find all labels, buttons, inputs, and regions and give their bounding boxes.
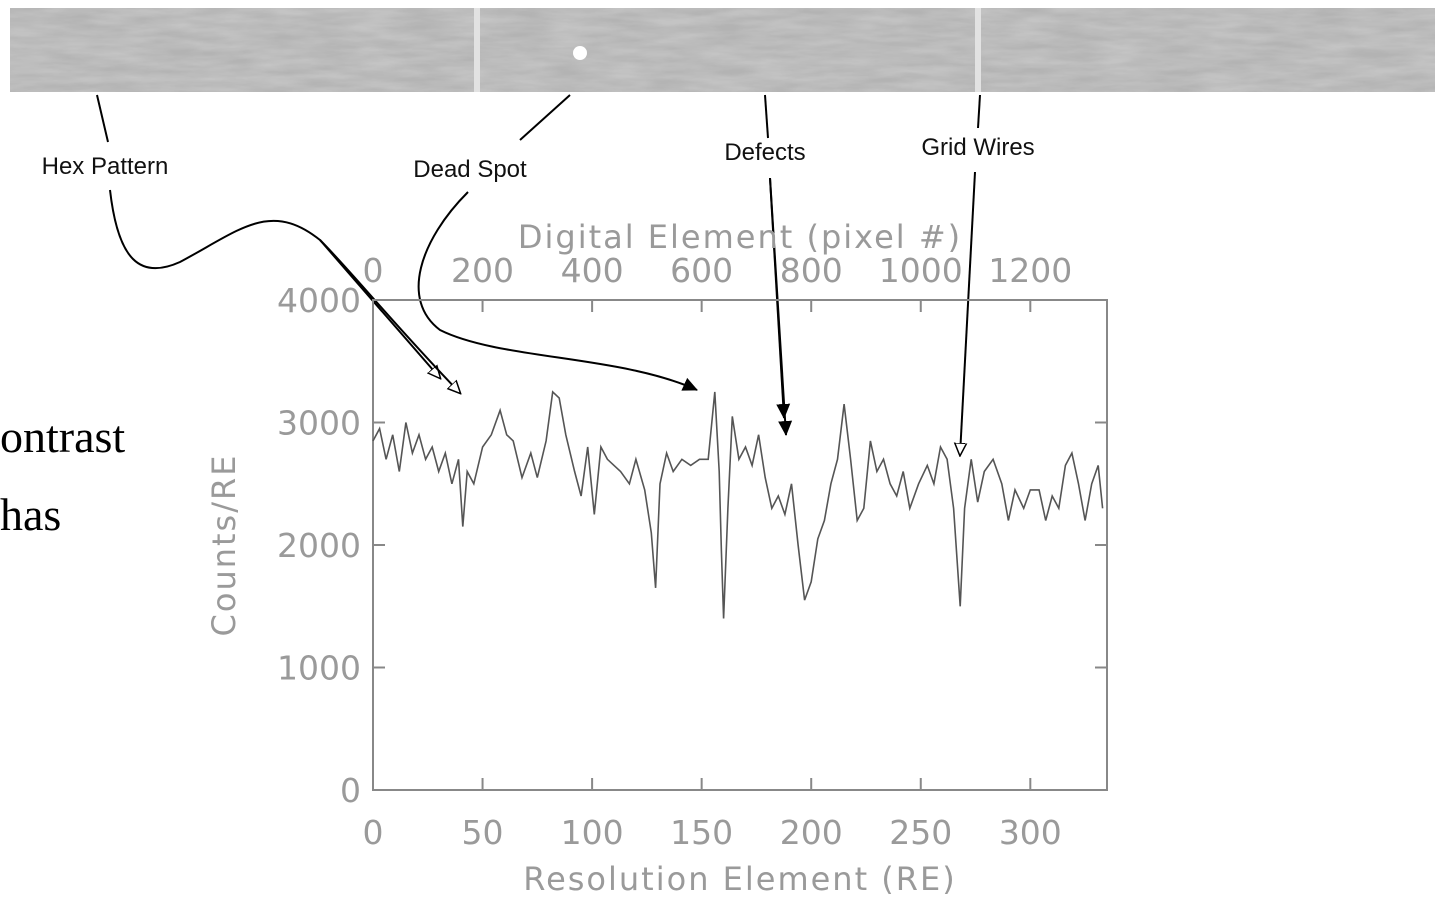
slide-text: has bbox=[0, 489, 61, 540]
y-tick-label: 2000 bbox=[277, 526, 361, 565]
y-tick-label: 3000 bbox=[277, 404, 361, 443]
plot-frame bbox=[372, 299, 1108, 791]
x2-tick-label: 0 bbox=[363, 251, 384, 290]
x2-tick-label: 1200 bbox=[988, 251, 1072, 290]
data-line bbox=[372, 390, 1104, 619]
y-axis-label: Counts/RE bbox=[205, 454, 243, 637]
annotation: Grid Wires bbox=[921, 134, 1034, 161]
x-tick-label: 150 bbox=[670, 813, 733, 852]
y-tick-label: 1000 bbox=[277, 649, 361, 688]
detector-strip bbox=[10, 8, 1435, 92]
annotation-arrows bbox=[96, 94, 981, 455]
x-tick-label: 50 bbox=[462, 813, 504, 852]
x2-axis-label: Digital Element (pixel #) bbox=[518, 218, 962, 256]
x2-tick-label: 400 bbox=[561, 251, 624, 290]
x-tick-label: 250 bbox=[889, 813, 952, 852]
x-tick-label: 100 bbox=[561, 813, 624, 852]
x-tick-label: 300 bbox=[999, 813, 1062, 852]
y-tick-label: 4000 bbox=[277, 281, 361, 320]
x-tick-label: 200 bbox=[780, 813, 843, 852]
annotation: Hex Pattern bbox=[42, 153, 169, 180]
y-tick-label: 0 bbox=[340, 771, 361, 810]
annotation: Defects bbox=[724, 139, 805, 166]
x2-tick-label: 200 bbox=[451, 251, 514, 290]
x2-tick-label: 800 bbox=[780, 251, 843, 290]
x2-tick-label: 1000 bbox=[879, 251, 963, 290]
annotation: Dead Spot bbox=[413, 156, 527, 183]
x2-tick-label: 600 bbox=[670, 251, 733, 290]
x-tick-label: 0 bbox=[363, 813, 384, 852]
slide-text: ontrast bbox=[0, 411, 125, 462]
x-axis-label: Resolution Element (RE) bbox=[523, 860, 956, 898]
